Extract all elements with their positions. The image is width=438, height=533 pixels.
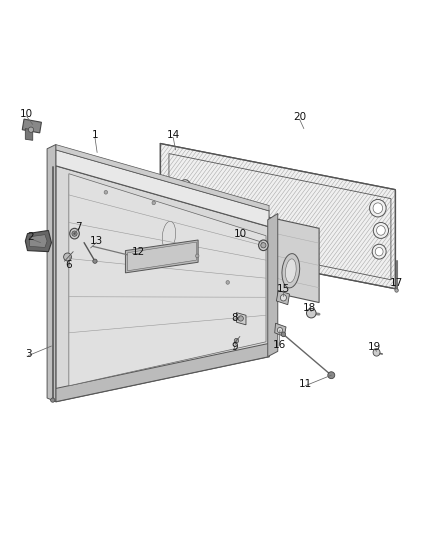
- Ellipse shape: [162, 221, 176, 250]
- Ellipse shape: [70, 228, 79, 239]
- Ellipse shape: [226, 280, 230, 284]
- Ellipse shape: [286, 259, 296, 282]
- Ellipse shape: [159, 215, 180, 256]
- Polygon shape: [268, 214, 278, 357]
- Ellipse shape: [72, 231, 77, 236]
- Text: 11: 11: [299, 379, 312, 389]
- Text: 10: 10: [233, 229, 247, 239]
- Polygon shape: [127, 242, 196, 271]
- Polygon shape: [69, 174, 266, 386]
- Text: 7: 7: [75, 222, 82, 232]
- Text: 6: 6: [66, 261, 72, 270]
- Ellipse shape: [282, 254, 300, 288]
- Ellipse shape: [328, 372, 335, 378]
- Text: 13: 13: [90, 236, 103, 246]
- Ellipse shape: [395, 288, 398, 292]
- Ellipse shape: [152, 201, 155, 205]
- Polygon shape: [25, 230, 51, 252]
- Ellipse shape: [74, 232, 75, 235]
- Ellipse shape: [28, 127, 34, 132]
- Ellipse shape: [195, 254, 199, 258]
- Ellipse shape: [50, 398, 55, 402]
- Text: 8: 8: [231, 313, 237, 324]
- Polygon shape: [276, 290, 290, 305]
- Ellipse shape: [307, 309, 316, 318]
- Ellipse shape: [177, 185, 189, 212]
- Text: 3: 3: [25, 349, 32, 359]
- Ellipse shape: [373, 203, 383, 214]
- Ellipse shape: [370, 199, 386, 217]
- Text: 17: 17: [390, 278, 403, 288]
- Polygon shape: [25, 128, 33, 140]
- Text: 20: 20: [293, 112, 306, 122]
- Ellipse shape: [238, 316, 244, 321]
- Ellipse shape: [377, 225, 385, 235]
- Polygon shape: [56, 144, 269, 211]
- Text: 18: 18: [303, 303, 316, 313]
- Text: 19: 19: [368, 342, 381, 352]
- Ellipse shape: [174, 180, 193, 217]
- Ellipse shape: [64, 253, 71, 261]
- Ellipse shape: [93, 259, 97, 263]
- Ellipse shape: [277, 327, 283, 333]
- Polygon shape: [136, 188, 319, 303]
- Ellipse shape: [373, 349, 380, 356]
- Polygon shape: [56, 343, 269, 402]
- Polygon shape: [56, 150, 269, 227]
- Ellipse shape: [373, 222, 389, 238]
- Text: 15: 15: [277, 284, 290, 294]
- Text: 16: 16: [272, 340, 286, 350]
- Polygon shape: [56, 166, 269, 402]
- Ellipse shape: [104, 190, 108, 194]
- Ellipse shape: [280, 295, 286, 301]
- Polygon shape: [22, 119, 42, 133]
- Ellipse shape: [372, 244, 386, 259]
- Text: 1: 1: [92, 130, 98, 140]
- Polygon shape: [125, 240, 198, 273]
- Ellipse shape: [375, 247, 383, 256]
- Text: 10: 10: [20, 109, 33, 119]
- Ellipse shape: [281, 332, 286, 337]
- Ellipse shape: [258, 240, 268, 251]
- Polygon shape: [160, 143, 395, 289]
- Polygon shape: [237, 313, 246, 325]
- Text: 2: 2: [28, 232, 34, 243]
- Ellipse shape: [234, 338, 239, 343]
- Polygon shape: [30, 235, 47, 247]
- Ellipse shape: [261, 243, 266, 248]
- Polygon shape: [275, 323, 286, 336]
- Text: 14: 14: [167, 130, 180, 140]
- Text: 9: 9: [231, 342, 237, 352]
- Text: 12: 12: [132, 247, 145, 257]
- Polygon shape: [47, 144, 56, 402]
